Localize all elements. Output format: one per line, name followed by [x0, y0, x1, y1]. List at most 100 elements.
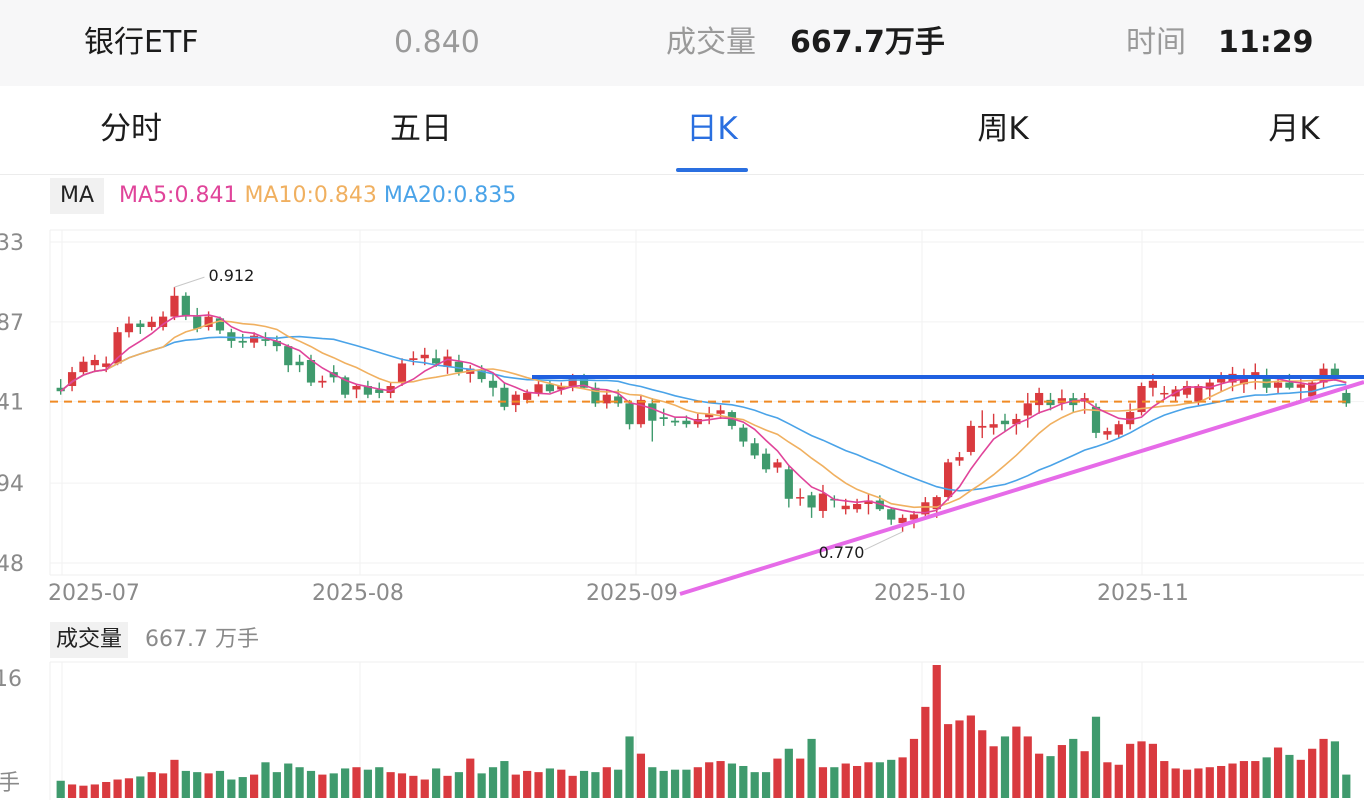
- tab-five-day[interactable]: 五日: [390, 111, 452, 147]
- volume-legend-title[interactable]: 成交量: [50, 622, 129, 658]
- candle-body: [1012, 418, 1021, 425]
- volume-bar: [579, 770, 589, 798]
- candle-body: [1023, 403, 1032, 416]
- ma5-value: MA5:0.841: [119, 183, 238, 208]
- candle-body: [705, 413, 714, 418]
- volume-bar: [477, 773, 486, 798]
- volume-bar: [341, 768, 350, 798]
- y-axis-label: 794: [0, 472, 24, 497]
- last-price: 0.840: [394, 25, 480, 60]
- volume-legend[interactable]: 成交量 667.7 万手: [50, 622, 259, 658]
- candle-body: [1217, 375, 1226, 383]
- volume-bar: [807, 738, 816, 798]
- volume-bar: [1285, 754, 1294, 798]
- volume-bar: [272, 772, 281, 798]
- candle-body: [181, 295, 190, 317]
- volume-bar: [852, 765, 862, 798]
- volume-bar: [523, 770, 532, 798]
- candle-body: [761, 453, 771, 470]
- candle-body: [1126, 412, 1135, 425]
- volume-bar: [534, 772, 543, 798]
- volume-bar: [238, 777, 247, 798]
- tab-intraday[interactable]: 分时: [100, 111, 162, 147]
- volume-bar: [284, 763, 293, 798]
- candle-body: [204, 316, 213, 328]
- volume-bar: [1023, 736, 1032, 798]
- volume-bar: [557, 769, 566, 798]
- tab-daily-k[interactable]: 日K: [686, 111, 738, 147]
- tab-weekly-k[interactable]: 周K: [977, 111, 1029, 147]
- volume-bar: [1308, 748, 1317, 798]
- candle-body: [796, 497, 805, 499]
- ma-legend[interactable]: MA MA5:0.841 MA10:0.843 MA20:0.835: [50, 178, 516, 214]
- x-axis-label: 2025-09: [586, 581, 678, 606]
- x-axis-label: 2025-07: [48, 581, 140, 606]
- volume-bar: [966, 715, 975, 798]
- candle-body: [363, 386, 372, 395]
- max-price-annotation: 0.912: [208, 266, 254, 285]
- volume-bar: [102, 781, 111, 798]
- volume-bar: [1137, 741, 1146, 798]
- volume-bar: [1046, 756, 1055, 798]
- candle-body: [352, 386, 361, 390]
- y-axis-label: 933: [0, 231, 24, 256]
- ma20-value: MA20:0.835: [383, 183, 517, 208]
- volume-bar: [909, 738, 919, 798]
- volume-bar: [693, 767, 702, 798]
- volume-bar: [261, 762, 270, 798]
- candle-body: [579, 377, 589, 388]
- volume-bar: [204, 773, 213, 798]
- candle-body: [955, 457, 964, 461]
- volume-bar: [761, 772, 771, 798]
- volume-bar: [1296, 759, 1305, 798]
- y-axis-label: 841: [0, 391, 24, 416]
- active-tab-indicator: [676, 168, 748, 172]
- candle-body: [511, 394, 520, 406]
- candle-body: [659, 417, 668, 419]
- candle-body: [500, 387, 509, 407]
- volume-bar: [113, 779, 122, 798]
- volume-bar: [545, 768, 555, 798]
- y-axis-label: 887: [0, 311, 24, 336]
- candle-body: [124, 323, 134, 333]
- volume-bar: [830, 767, 839, 798]
- volume-bar: [989, 746, 998, 798]
- candle-body: [557, 386, 566, 390]
- volume-bar: [648, 767, 657, 798]
- candle-body: [636, 399, 646, 425]
- volume-bar: [147, 772, 156, 798]
- candle-body: [716, 410, 725, 414]
- volume-bar: [170, 759, 179, 798]
- candle-body: [534, 384, 543, 393]
- candle-body: [295, 361, 304, 366]
- candle-body: [420, 354, 429, 359]
- candle-body: [1273, 382, 1283, 388]
- candle-body: [1000, 420, 1010, 425]
- volume-bar: [1228, 763, 1237, 798]
- candle-body: [409, 358, 418, 360]
- volume-label: 成交量: [666, 25, 756, 60]
- volume-bar: [932, 665, 941, 798]
- volume-bar: [898, 757, 907, 798]
- volume-bar: [250, 774, 259, 798]
- volume-bar: [318, 774, 327, 798]
- candle-body: [909, 514, 919, 520]
- candle-body: [989, 424, 998, 428]
- candle-body: [966, 425, 975, 452]
- x-axis-label: 2025-11: [1097, 581, 1189, 606]
- volume-bar: [875, 762, 884, 798]
- candle-body: [1285, 382, 1294, 388]
- candle-body: [432, 358, 441, 364]
- volume-bar: [500, 761, 509, 798]
- volume-bar: [306, 770, 316, 798]
- candle-body: [1308, 382, 1317, 397]
- candle-body: [1114, 424, 1123, 435]
- ma-legend-title[interactable]: MA: [50, 178, 105, 214]
- candle-body: [591, 387, 600, 404]
- candle-body: [978, 425, 987, 428]
- volume-bar: [716, 761, 725, 798]
- volume-bar: [773, 758, 782, 798]
- security-name: 银行ETF: [84, 25, 199, 60]
- tab-monthly-k[interactable]: 月K: [1268, 111, 1320, 147]
